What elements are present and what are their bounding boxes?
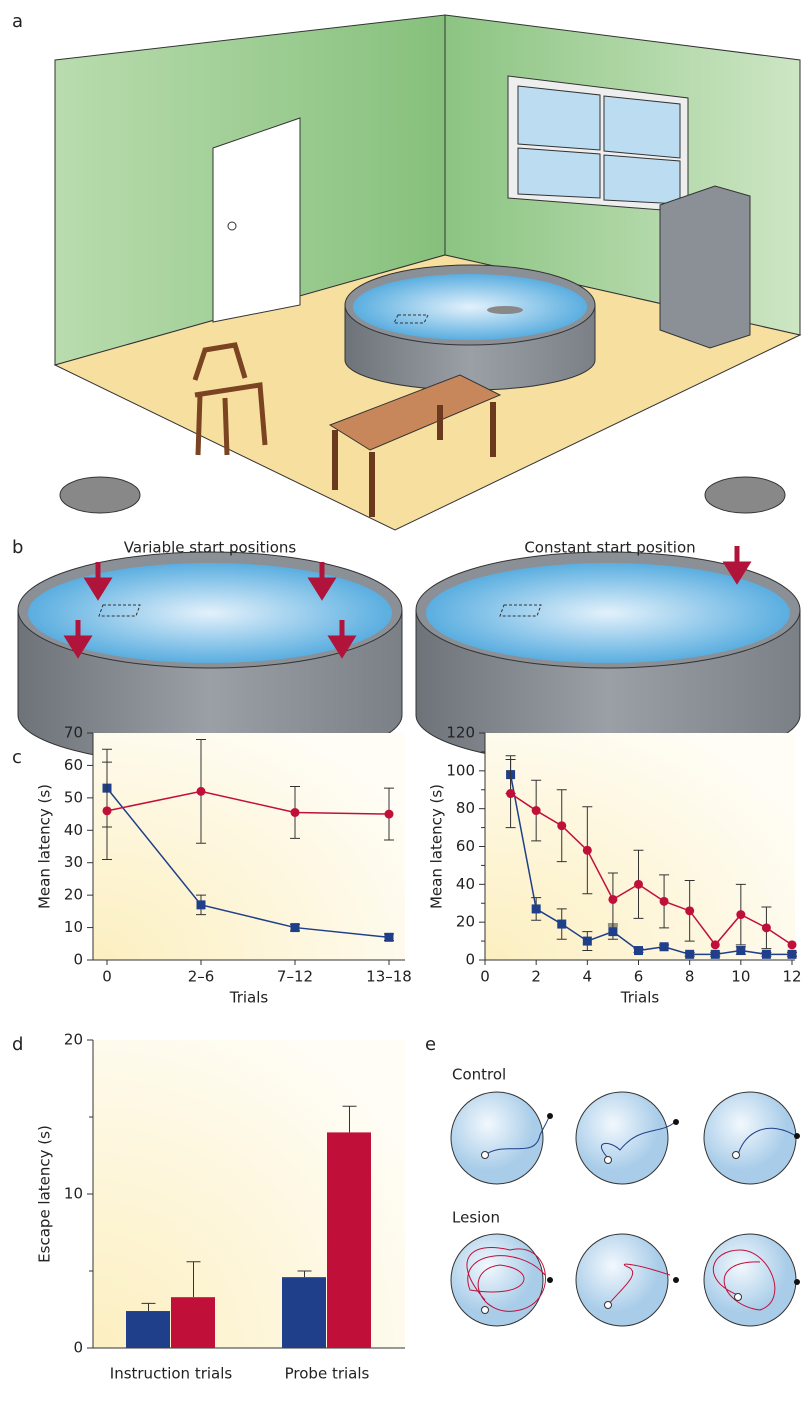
marker [557,919,567,929]
y-tick-label: 0 [465,951,475,969]
marker [787,940,797,950]
x-tick-label: 7–12 [277,968,313,986]
panel-label: b [12,537,23,558]
x-axis-label: Trials [229,989,269,1007]
room-illustration [53,14,802,531]
x-tick-label: Instruction trials [110,1365,233,1383]
x-tick-label: 0 [480,968,490,986]
x-tick-label: 0 [102,968,112,986]
bar [171,1297,215,1348]
bar [282,1277,326,1348]
x-axis-label: Trials [620,989,660,1007]
pool-label: Variable start positions [124,539,297,557]
x-tick-label: 13–18 [366,968,412,986]
marker [196,900,206,910]
panel-label: c [12,747,22,768]
marker [290,923,300,933]
panel-label: d [12,1034,23,1055]
marker [531,904,541,914]
y-tick-label: 70 [64,724,83,742]
x-tick-label: 2–6 [188,968,215,986]
marker [582,936,592,946]
marker [761,923,771,933]
marker [608,894,618,904]
y-axis-label: Mean latency (s) [36,784,54,909]
x-tick-label: 10 [731,968,750,986]
y-tick-label: 0 [73,1339,83,1357]
marker [196,786,206,796]
marker [787,949,797,959]
error-bar [186,1261,201,1298]
y-tick-label: 20 [456,913,475,931]
error-bar [141,1302,156,1312]
y-tick-label: 100 [446,761,475,779]
bar [327,1132,371,1348]
y-tick-label: 10 [64,918,83,936]
marker [102,806,112,816]
marker [608,927,618,937]
marker [710,940,720,950]
y-tick-label: 10 [64,1185,83,1203]
series-line [106,790,390,815]
marker [634,946,643,956]
group-label: Control [452,1066,506,1084]
y-tick-label: 50 [64,788,83,806]
y-tick-label: 20 [64,1031,83,1049]
x-tick-label: 12 [782,968,801,986]
pools [17,546,801,766]
marker [582,845,592,855]
y-tick-label: 40 [456,875,475,893]
marker [384,809,394,819]
x-tick-label: 6 [634,968,644,986]
marker [736,910,746,920]
error-bar [342,1105,357,1133]
group-label: Lesion [452,1209,500,1227]
error-bar [297,1270,312,1278]
y-tick-label: 120 [446,724,475,742]
series-line [510,792,793,947]
marker [710,949,720,959]
x-tick-label: 8 [685,968,695,986]
bar [126,1311,170,1348]
plot-background [485,733,795,960]
panel-label: a [12,11,23,32]
y-tick-label: 30 [64,853,83,871]
marker [659,942,669,952]
panel-label: e [425,1034,436,1055]
y-tick-label: 80 [456,799,475,817]
marker [736,946,746,956]
y-tick-label: 60 [456,837,475,855]
y-axis-label: Mean latency (s) [428,784,446,909]
marker [685,906,695,916]
y-tick-label: 20 [64,886,83,904]
y-axis-label: Escape latency (s) [36,1125,54,1263]
y-tick-label: 60 [64,756,83,774]
x-tick-label: 4 [583,968,593,986]
marker [761,949,771,959]
x-tick-label: 2 [531,968,541,986]
plot-background [93,733,405,960]
x-tick-label: Probe trials [285,1365,370,1383]
marker [506,789,516,799]
y-tick-label: 40 [64,821,83,839]
path-discs [450,1091,800,1327]
marker [685,949,695,959]
series-line [106,787,390,939]
marker [634,879,643,889]
marker [384,932,394,942]
marker [290,807,300,817]
marker [557,821,567,831]
y-tick-label: 0 [73,951,83,969]
marker [531,806,541,816]
marker [659,896,669,906]
pool-label: Constant start position [524,539,695,557]
